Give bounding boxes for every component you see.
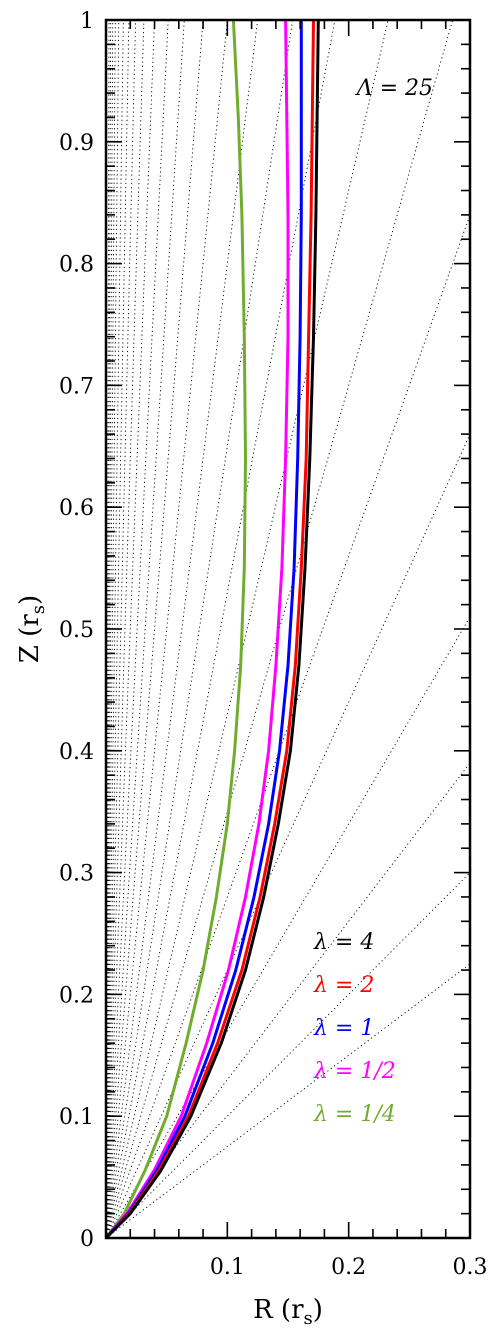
guide-line-16 [106, 20, 145, 1238]
legend-entry-3: λ = 1/2 [313, 1059, 396, 1084]
y-tick-label-2: 0.2 [59, 983, 94, 1008]
y-tick-label-1: 0.1 [59, 1105, 94, 1130]
series-line-4 [106, 20, 247, 1238]
series-line-3 [106, 20, 290, 1238]
guide-line-7 [106, 20, 389, 1238]
legend-entry-4: λ = 1/4 [313, 1102, 396, 1127]
y-tick-label-5: 0.5 [59, 618, 94, 643]
y-tick-label-9: 0.9 [59, 131, 94, 156]
x-tick-label-2: 0.3 [453, 1255, 488, 1280]
guide-line-6 [106, 20, 454, 1238]
x-tick-label-1: 0.2 [331, 1255, 366, 1280]
x-tick-label-0: 0.1 [210, 1255, 245, 1280]
series-line-1 [106, 20, 315, 1238]
tick-labels: 0 0.1 0.2 0.3 0.4 0.5 0.6 0.7 0.8 0.9 1 0.1 0.2 0.3 [59, 9, 488, 1280]
curves [106, 20, 320, 1238]
guide-line-4 [106, 433, 470, 1238]
series-line-0 [106, 20, 320, 1238]
y-tick-label-8: 0.8 [59, 253, 94, 278]
guide-line-14 [106, 20, 169, 1238]
y-tick-label-3: 0.3 [59, 862, 94, 887]
guide-line-8 [106, 20, 336, 1238]
guide-line-15 [106, 20, 155, 1238]
guide-line-2 [106, 762, 470, 1238]
x-axis-title: R (rs) [253, 1295, 323, 1328]
y-tick-label-10: 1 [80, 9, 94, 34]
lambda-cap-annotation: Λ = 25 [355, 76, 433, 101]
guide-line-10 [106, 20, 259, 1238]
y-tick-label-0: 0 [80, 1227, 94, 1252]
y-tick-label-4: 0.4 [59, 740, 94, 765]
legend-entry-1: λ = 2 [313, 973, 374, 998]
legend-entry-0: λ = 4 [313, 930, 374, 955]
legend-entry-2: λ = 1 [313, 1016, 374, 1041]
y-tick-label-6: 0.6 [59, 496, 94, 521]
guide-line-0 [106, 963, 470, 1238]
plot-frame [104, 18, 472, 1240]
series-line-2 [106, 20, 303, 1238]
y-axis-title: Z (rs) [15, 595, 49, 663]
legend: λ = 4 λ = 2 λ = 1 λ = 1/2 λ = 1/4 [313, 930, 396, 1127]
y-tick-label-7: 0.7 [59, 374, 94, 399]
guide-line-13 [106, 20, 185, 1238]
